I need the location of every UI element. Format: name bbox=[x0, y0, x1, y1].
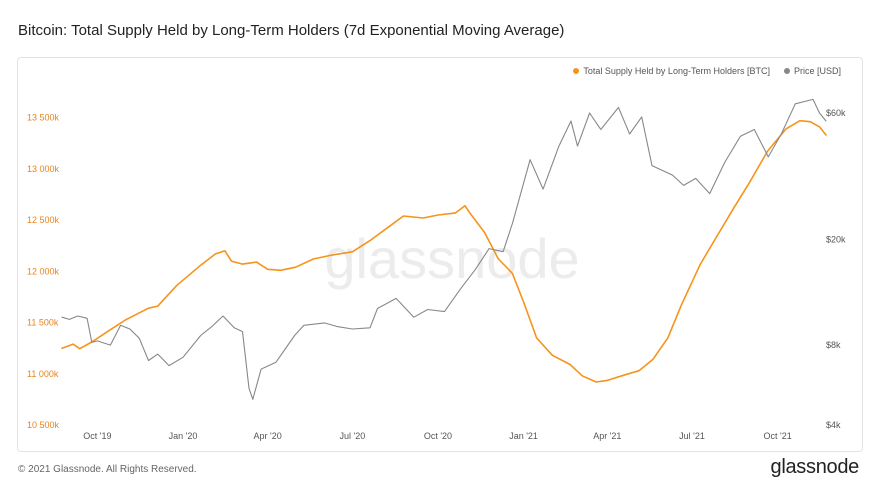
x-tick-label: Jul '20 bbox=[339, 431, 365, 441]
x-tick-label: Oct '21 bbox=[763, 431, 791, 441]
legend-item-lth[interactable]: Total Supply Held by Long-Term Holders [… bbox=[573, 66, 770, 76]
x-tick-label: Oct '19 bbox=[83, 431, 111, 441]
y-left-tick-label: 13 000k bbox=[27, 164, 60, 174]
x-tick-label: Apr '20 bbox=[254, 431, 282, 441]
y-left-tick-label: 13 500k bbox=[27, 113, 60, 123]
legend-swatch-lth bbox=[573, 68, 580, 74]
y-right-tick-label: $8k bbox=[826, 340, 841, 350]
chart-panel bbox=[17, 57, 863, 452]
x-tick-label: Apr '21 bbox=[593, 431, 621, 441]
watermark-text: glassnode bbox=[324, 227, 579, 290]
y-right-tick-label: $20k bbox=[826, 235, 846, 245]
y-right-tick-label: $60k bbox=[826, 108, 846, 118]
x-tick-label: Jan '21 bbox=[509, 431, 538, 441]
glassnode-logo[interactable]: glassnode bbox=[770, 456, 860, 478]
chart-legend[interactable]: Total Supply Held by Long-Term Holders [… bbox=[573, 66, 841, 76]
y-left-tick-label: 11 500k bbox=[27, 318, 59, 328]
copyright-text: © 2021 Glassnode. All Rights Reserved. bbox=[18, 464, 197, 475]
x-tick-label: Jul '21 bbox=[679, 431, 705, 441]
legend-label-price: Price [USD] bbox=[793, 66, 841, 76]
x-tick-label: Oct '20 bbox=[424, 431, 452, 441]
y-left-tick-label: 10 500k bbox=[27, 420, 60, 430]
legend-label-lth: Total Supply Held by Long-Term Holders [… bbox=[583, 66, 770, 76]
series-line-lth bbox=[61, 119, 827, 383]
chart-title: Bitcoin: Total Supply Held by Long-Term … bbox=[18, 22, 565, 39]
y-left-tick-label: 12 000k bbox=[27, 266, 60, 276]
y-right-tick-label: $4k bbox=[826, 420, 841, 430]
legend-item-price[interactable]: Price [USD] bbox=[783, 66, 841, 76]
legend-swatch-price bbox=[783, 68, 790, 74]
series-line-price bbox=[61, 98, 827, 400]
y-left-tick-label: 11 000k bbox=[27, 369, 59, 379]
x-tick-label: Jan '20 bbox=[169, 431, 198, 441]
y-left-tick-label: 12 500k bbox=[27, 215, 60, 225]
